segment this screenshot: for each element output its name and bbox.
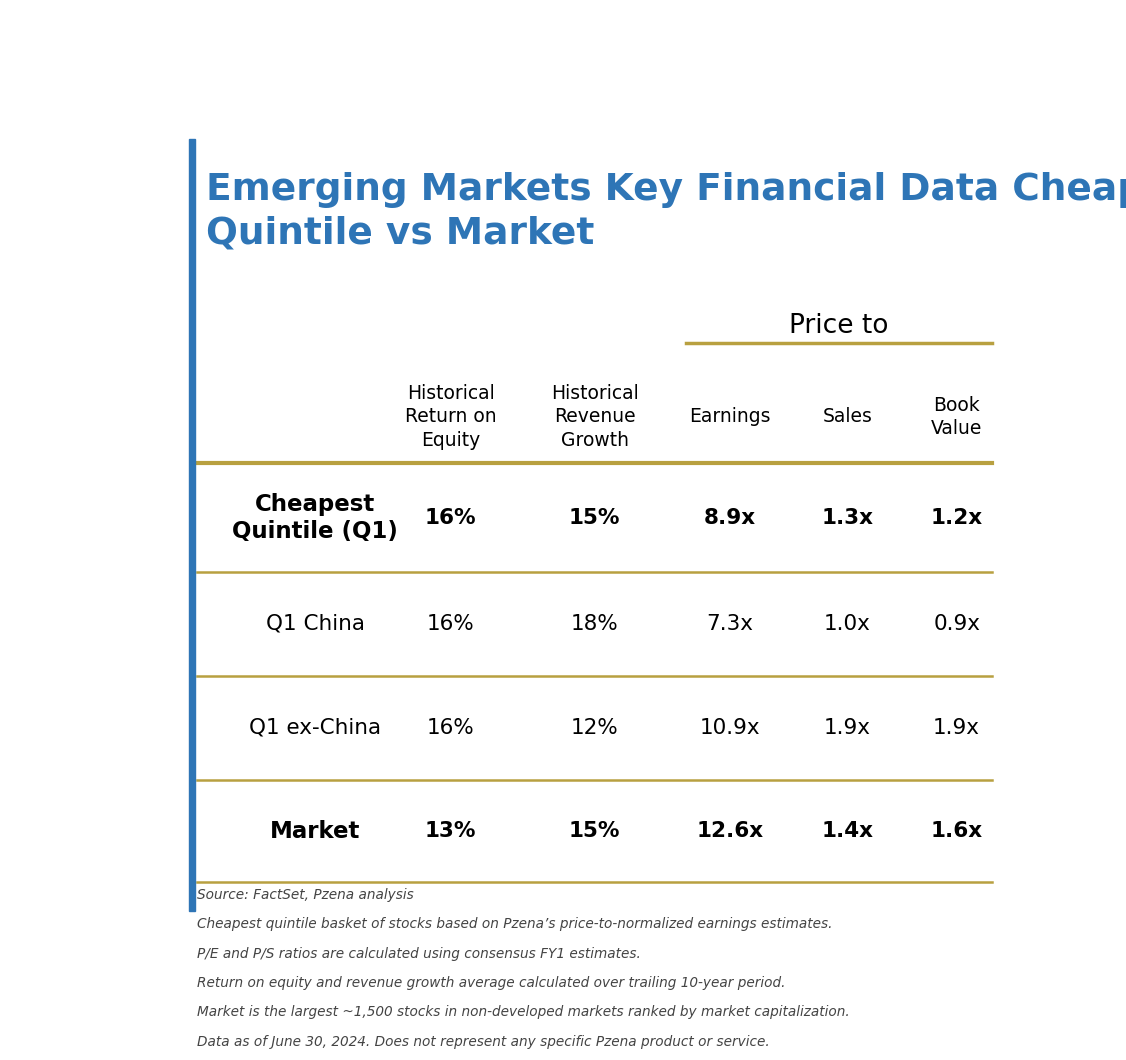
Text: Book
Value: Book Value bbox=[931, 395, 982, 438]
Text: Historical
Return on
Equity: Historical Return on Equity bbox=[404, 384, 497, 449]
Bar bbox=[189, 140, 195, 911]
Text: 15%: 15% bbox=[569, 508, 620, 528]
Text: 1.9x: 1.9x bbox=[933, 718, 980, 738]
Text: 16%: 16% bbox=[425, 508, 476, 528]
Text: 1.0x: 1.0x bbox=[824, 614, 872, 634]
Text: 16%: 16% bbox=[427, 614, 474, 634]
Text: Earnings: Earnings bbox=[689, 407, 770, 426]
Text: Cheapest quintile basket of stocks based on Pzena’s price-to-normalized earnings: Cheapest quintile basket of stocks based… bbox=[197, 917, 833, 932]
Text: 8.9x: 8.9x bbox=[704, 508, 756, 528]
Text: Market is the largest ~1,500 stocks in non-developed markets ranked by market ca: Market is the largest ~1,500 stocks in n… bbox=[197, 1006, 850, 1020]
Text: Cheapest
Quintile (Q1): Cheapest Quintile (Q1) bbox=[232, 493, 399, 543]
Text: 0.9x: 0.9x bbox=[933, 614, 980, 634]
Text: 10.9x: 10.9x bbox=[699, 718, 760, 738]
Text: Market: Market bbox=[270, 819, 360, 843]
Text: 1.3x: 1.3x bbox=[822, 508, 874, 528]
Text: 1.2x: 1.2x bbox=[930, 508, 983, 528]
Text: 13%: 13% bbox=[425, 822, 476, 842]
Text: Q1 China: Q1 China bbox=[266, 614, 365, 634]
Text: 7.3x: 7.3x bbox=[706, 614, 753, 634]
Text: Sales: Sales bbox=[823, 407, 873, 426]
Text: 1.9x: 1.9x bbox=[824, 718, 872, 738]
Text: Source: FactSet, Pzena analysis: Source: FactSet, Pzena analysis bbox=[197, 888, 414, 902]
Text: 12%: 12% bbox=[571, 718, 618, 738]
Text: P/E and P/S ratios are calculated using consensus FY1 estimates.: P/E and P/S ratios are calculated using … bbox=[197, 947, 642, 960]
Text: Historical
Revenue
Growth: Historical Revenue Growth bbox=[551, 384, 638, 449]
Text: Data as of June 30, 2024. Does not represent any specific Pzena product or servi: Data as of June 30, 2024. Does not repre… bbox=[197, 1035, 770, 1048]
Text: 1.4x: 1.4x bbox=[822, 822, 874, 842]
Text: 16%: 16% bbox=[427, 718, 474, 738]
Text: 18%: 18% bbox=[571, 614, 618, 634]
Text: Emerging Markets Key Financial Data Cheapest
Quintile vs Market: Emerging Markets Key Financial Data Chea… bbox=[206, 172, 1126, 251]
Text: 1.6x: 1.6x bbox=[930, 822, 983, 842]
Text: 15%: 15% bbox=[569, 822, 620, 842]
Text: Q1 ex-China: Q1 ex-China bbox=[249, 718, 382, 738]
Text: Return on equity and revenue growth average calculated over trailing 10-year per: Return on equity and revenue growth aver… bbox=[197, 976, 786, 990]
Text: 12.6x: 12.6x bbox=[696, 822, 763, 842]
Text: Price to: Price to bbox=[789, 314, 888, 339]
